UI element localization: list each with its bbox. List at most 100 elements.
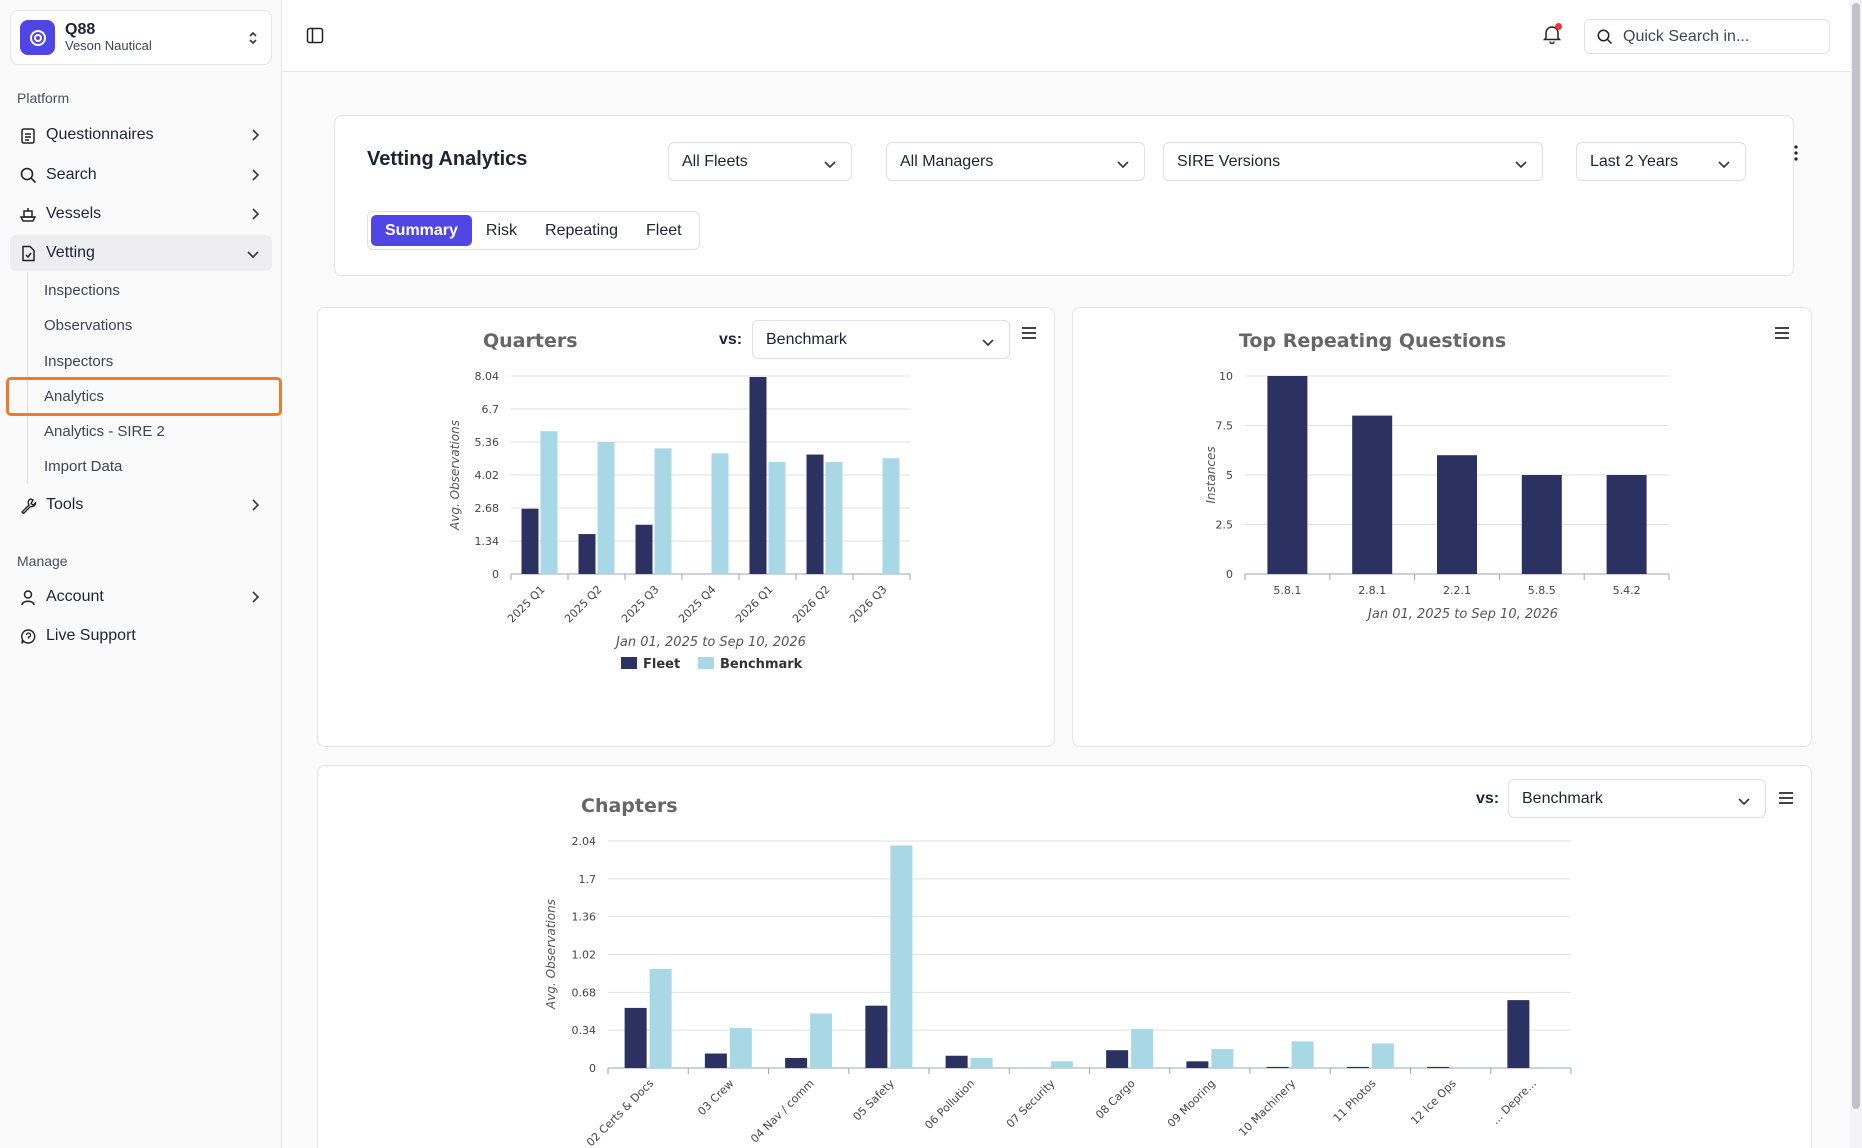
x-tick-label: 03 Crew bbox=[695, 1077, 736, 1118]
x-tick-label: 04 Nav / comm bbox=[748, 1077, 817, 1146]
active-item-highlight bbox=[6, 377, 282, 416]
notification-bell-icon[interactable] bbox=[1542, 24, 1562, 49]
y-tick-label: 0.34 bbox=[572, 1024, 597, 1037]
x-tick-label: 05 Safety bbox=[851, 1077, 898, 1124]
bar-instances[interactable] bbox=[1437, 455, 1477, 574]
bar-fleet[interactable] bbox=[1106, 1050, 1129, 1068]
bar-instances[interactable] bbox=[1521, 475, 1562, 574]
bar-fleet[interactable] bbox=[785, 1057, 808, 1068]
bar-benchmark[interactable] bbox=[597, 442, 615, 574]
bar-fleet[interactable] bbox=[1266, 1066, 1289, 1068]
bar-benchmark[interactable] bbox=[810, 1013, 833, 1068]
bar-benchmark[interactable] bbox=[1131, 1029, 1154, 1068]
bar-benchmark[interactable] bbox=[1050, 1061, 1073, 1068]
bar-benchmark[interactable] bbox=[890, 845, 913, 1068]
bar-instances[interactable] bbox=[1267, 376, 1308, 574]
sidebar-subitem-inspections[interactable]: Inspections bbox=[44, 281, 120, 299]
bar-fleet[interactable] bbox=[749, 376, 767, 574]
more-options-icon[interactable] bbox=[1793, 144, 1799, 167]
bar-benchmark[interactable] bbox=[882, 458, 900, 574]
quarters-compare-select[interactable]: Benchmark bbox=[752, 320, 1010, 359]
bar-benchmark[interactable] bbox=[825, 461, 843, 574]
bar-fleet[interactable] bbox=[1427, 1066, 1450, 1068]
tab-summary[interactable]: Summary bbox=[371, 215, 472, 246]
bar-benchmark[interactable] bbox=[729, 1027, 752, 1068]
bar-fleet[interactable] bbox=[624, 1007, 647, 1068]
x-tick-label: 02 Certs & Docs bbox=[584, 1077, 656, 1148]
chapters-vs-label: vs: bbox=[1476, 790, 1500, 807]
managers-select[interactable]: All Managers bbox=[886, 142, 1145, 181]
chart-menu-icon[interactable] bbox=[1774, 326, 1790, 345]
period-select[interactable]: Last 2 Years bbox=[1576, 142, 1746, 181]
bar-benchmark[interactable] bbox=[1371, 1043, 1394, 1068]
bar-fleet[interactable] bbox=[635, 524, 653, 574]
chart-menu-icon[interactable] bbox=[1021, 326, 1037, 345]
y-tick-label: 2.5 bbox=[1216, 519, 1234, 532]
sidebar-item-tools[interactable]: Tools bbox=[10, 487, 272, 523]
bar-benchmark[interactable] bbox=[1291, 1041, 1314, 1068]
bar-fleet[interactable] bbox=[704, 1053, 727, 1068]
bar-fleet[interactable] bbox=[865, 1005, 888, 1068]
bar-benchmark[interactable] bbox=[1211, 1049, 1234, 1068]
tab-repeating[interactable]: Repeating bbox=[545, 221, 618, 239]
y-tick-label: 0 bbox=[589, 1062, 596, 1075]
tab-fleet[interactable]: Fleet bbox=[645, 221, 682, 239]
analytics-tabs: Summary Risk Repeating Fleet bbox=[367, 211, 700, 250]
y-tick-label: 5 bbox=[1226, 469, 1233, 482]
x-tick-label: 2025 Q4 bbox=[676, 583, 719, 626]
sidebar-toggle-icon[interactable] bbox=[306, 27, 324, 49]
chevron-down-icon bbox=[1717, 156, 1731, 174]
sidebar-subitem-observations[interactable]: Observations bbox=[44, 316, 133, 334]
sidebar-item-vessels[interactable]: Vessels bbox=[10, 196, 272, 232]
quick-search-input[interactable]: Quick Search in... bbox=[1584, 19, 1830, 54]
sidebar-subitem-inspectors[interactable]: Inspectors bbox=[44, 352, 114, 370]
bar-fleet[interactable] bbox=[1186, 1061, 1209, 1068]
bar-instances[interactable] bbox=[1352, 415, 1393, 574]
sire-versions-select-value: SIRE Versions bbox=[1177, 152, 1281, 170]
bar-benchmark[interactable] bbox=[649, 968, 672, 1068]
period-select-value: Last 2 Years bbox=[1590, 152, 1679, 170]
sidebar-item-vetting[interactable]: Vetting bbox=[10, 235, 272, 271]
bar-benchmark[interactable] bbox=[654, 448, 672, 574]
quarters-compare-value: Benchmark bbox=[766, 330, 847, 348]
bar-benchmark[interactable] bbox=[711, 453, 729, 574]
notification-badge bbox=[1555, 23, 1562, 30]
x-tick-label: 2025 Q1 bbox=[505, 583, 548, 626]
sidebar-item-search[interactable]: Search bbox=[10, 157, 272, 193]
bar-fleet[interactable] bbox=[806, 454, 824, 574]
bar-fleet[interactable] bbox=[1346, 1066, 1369, 1068]
y-tick-label: 2.68 bbox=[475, 502, 500, 515]
sidebar-item-live-support[interactable]: Live Support bbox=[10, 618, 272, 654]
sidebar-subitem-analytics[interactable]: Analytics bbox=[44, 387, 105, 405]
bar-fleet[interactable] bbox=[945, 1055, 968, 1068]
x-tick-label: 09 Mooring bbox=[1165, 1077, 1218, 1130]
bar-instances[interactable] bbox=[1606, 475, 1647, 574]
sidebar-item-questionnaires[interactable]: Questionnaires bbox=[10, 117, 272, 153]
quarters-xlabel: Jan 01, 2025 to Sep 10, 2026 bbox=[613, 635, 806, 650]
bar-fleet[interactable] bbox=[521, 508, 539, 574]
legend-benchmark-label: Benchmark bbox=[720, 657, 803, 672]
bar-benchmark[interactable] bbox=[540, 431, 558, 574]
sidebar-subitem-analytics-sire2[interactable]: Analytics - SIRE 2 bbox=[44, 422, 165, 440]
bar-benchmark[interactable] bbox=[970, 1057, 993, 1068]
fleets-select[interactable]: All Fleets bbox=[668, 142, 852, 181]
page-scrollbar-thumb[interactable] bbox=[1852, 3, 1860, 1109]
chapters-compare-select[interactable]: Benchmark bbox=[1508, 779, 1766, 818]
chart-menu-icon[interactable] bbox=[1778, 791, 1794, 810]
bar-benchmark[interactable] bbox=[768, 461, 786, 574]
bar-fleet[interactable] bbox=[578, 534, 596, 574]
x-tick-label: 2.8.1 bbox=[1358, 584, 1386, 597]
chat-icon bbox=[19, 627, 37, 645]
sidebar-subitem-import-data[interactable]: Import Data bbox=[44, 457, 123, 475]
sidebar-item-account[interactable]: Account bbox=[10, 579, 272, 615]
sire-versions-select[interactable]: SIRE Versions bbox=[1163, 142, 1543, 181]
platform-section-label: Platform bbox=[17, 90, 70, 106]
tab-risk[interactable]: Risk bbox=[485, 221, 518, 239]
legend-benchmark-swatch bbox=[698, 657, 714, 669]
chevron-down-icon bbox=[1514, 156, 1528, 174]
bar-fleet[interactable] bbox=[1507, 1000, 1530, 1068]
org-switcher[interactable]: Q88 Veson Nautical bbox=[10, 10, 272, 65]
x-tick-label: 10 Machinery bbox=[1236, 1077, 1298, 1139]
chevron-right-icon bbox=[250, 207, 260, 226]
sidebar-item-label: Tools bbox=[46, 496, 84, 513]
